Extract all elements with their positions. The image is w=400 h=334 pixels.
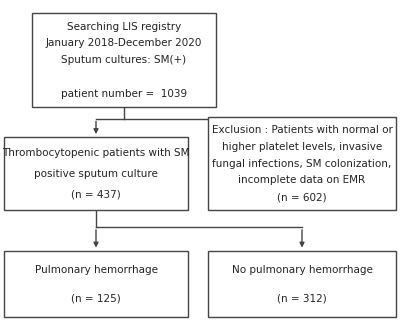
Text: (n = 125): (n = 125) (71, 293, 121, 303)
Text: higher platelet levels, invasive: higher platelet levels, invasive (222, 142, 382, 152)
Text: Searching LIS registry: Searching LIS registry (67, 22, 181, 32)
Text: Thrombocytopenic patients with SM: Thrombocytopenic patients with SM (2, 148, 190, 158)
Text: January 2018-December 2020: January 2018-December 2020 (46, 38, 202, 48)
Bar (4, 250, 188, 317)
Text: incomplete data on EMR: incomplete data on EMR (238, 175, 366, 185)
Text: Pulmonary hemorrhage: Pulmonary hemorrhage (34, 265, 158, 275)
Text: (n = 602): (n = 602) (277, 192, 327, 202)
Text: No pulmonary hemorrhage: No pulmonary hemorrhage (232, 265, 372, 275)
Text: (n = 437): (n = 437) (71, 190, 121, 200)
Bar (32, 13, 216, 107)
Bar (208, 250, 396, 317)
Text: patient number =  1039: patient number = 1039 (61, 89, 187, 99)
Text: Exclusion : Patients with normal or: Exclusion : Patients with normal or (212, 125, 392, 135)
Bar (208, 117, 396, 210)
Bar (4, 137, 188, 210)
Text: positive sputum culture: positive sputum culture (34, 169, 158, 179)
Text: Sputum cultures: SM(+): Sputum cultures: SM(+) (62, 55, 186, 65)
Text: fungal infections, SM colonization,: fungal infections, SM colonization, (212, 159, 392, 169)
Text: (n = 312): (n = 312) (277, 293, 327, 303)
